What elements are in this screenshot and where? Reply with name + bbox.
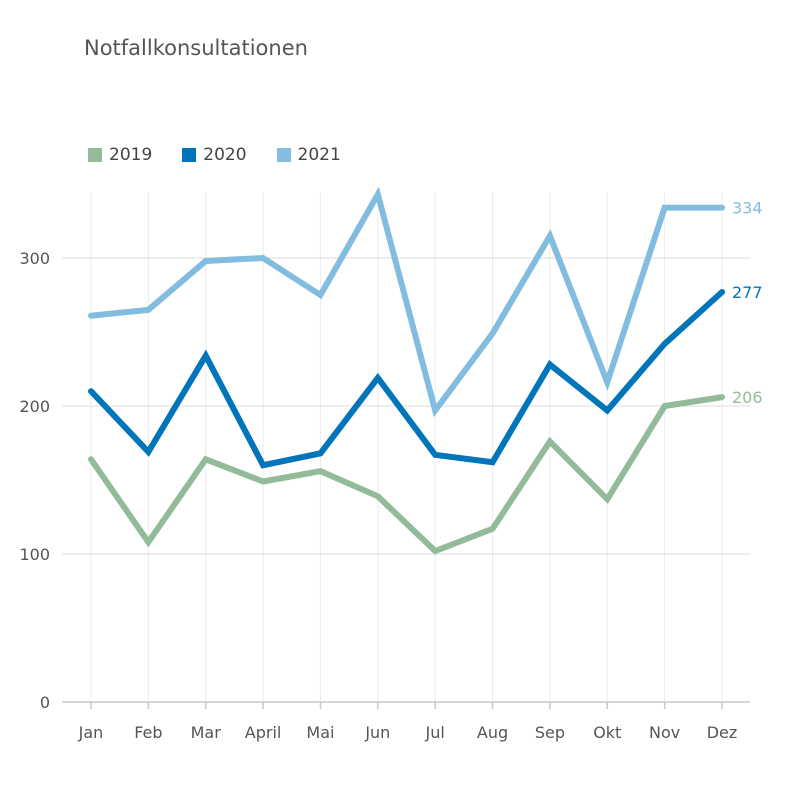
legend-label-2019: 2019 — [109, 145, 153, 165]
legend-swatch-2021 — [276, 148, 291, 162]
x-tick-label: Nov — [649, 723, 680, 742]
x-tick-label: Jul — [425, 723, 445, 742]
legend-swatch-2019 — [88, 148, 102, 162]
y-tick-label: 100 — [19, 545, 50, 564]
x-tick-label: April — [245, 723, 282, 742]
legend: 2019 2020 2021 — [88, 145, 371, 165]
end-label-2020: 277 — [732, 283, 763, 302]
y-tick-label: 200 — [19, 397, 50, 416]
x-tick-label: Okt — [593, 723, 621, 742]
x-tick-label: Aug — [477, 723, 508, 742]
legend-item-2019[interactable]: 2019 — [88, 145, 152, 165]
x-tick-label: Jan — [78, 723, 104, 742]
legend-label-2021: 2021 — [297, 145, 341, 165]
x-tick-label: Jun — [364, 723, 390, 742]
legend-swatch-2020 — [182, 148, 197, 162]
legend-item-2021[interactable]: 2021 — [276, 145, 341, 165]
x-tick-label: Mar — [191, 723, 222, 742]
x-tick-label: Sep — [535, 723, 565, 742]
end-label-2021: 334 — [732, 199, 763, 218]
y-tick-label: 300 — [19, 249, 50, 268]
series-line-2019 — [88, 394, 725, 555]
chart-title: Notfallkonsultationen — [84, 36, 308, 60]
series-line-2021 — [88, 186, 725, 418]
series-line-2020 — [88, 289, 725, 469]
x-tick-label: Feb — [134, 723, 162, 742]
y-tick-label: 0 — [40, 693, 50, 712]
x-tick-label: Dez — [707, 723, 738, 742]
end-label-2019: 206 — [732, 388, 763, 407]
legend-label-2020: 2020 — [203, 145, 247, 165]
legend-item-2020[interactable]: 2020 — [182, 145, 247, 165]
x-tick-label: Mai — [306, 723, 334, 742]
